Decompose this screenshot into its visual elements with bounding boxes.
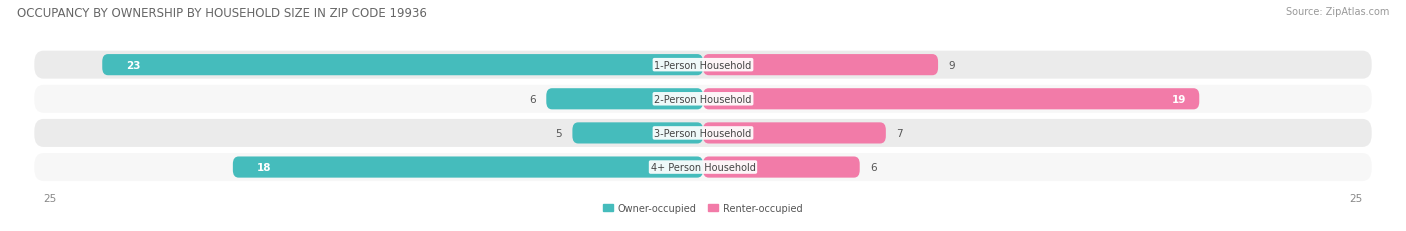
Text: 18: 18: [256, 162, 271, 172]
FancyBboxPatch shape: [34, 52, 1372, 79]
Text: 2-Person Household: 2-Person Household: [654, 94, 752, 104]
FancyBboxPatch shape: [103, 55, 703, 76]
Text: 9: 9: [949, 60, 955, 70]
Text: Source: ZipAtlas.com: Source: ZipAtlas.com: [1285, 7, 1389, 17]
Legend: Owner-occupied, Renter-occupied: Owner-occupied, Renter-occupied: [599, 199, 807, 217]
Text: 6: 6: [870, 162, 877, 172]
Text: OCCUPANCY BY OWNERSHIP BY HOUSEHOLD SIZE IN ZIP CODE 19936: OCCUPANCY BY OWNERSHIP BY HOUSEHOLD SIZE…: [17, 7, 427, 20]
FancyBboxPatch shape: [703, 89, 1199, 110]
FancyBboxPatch shape: [34, 153, 1372, 181]
FancyBboxPatch shape: [572, 123, 703, 144]
Text: 3-Person Household: 3-Person Household: [654, 128, 752, 138]
Text: 23: 23: [125, 60, 141, 70]
Text: 19: 19: [1171, 94, 1187, 104]
Text: 6: 6: [529, 94, 536, 104]
FancyBboxPatch shape: [547, 89, 703, 110]
Text: 5: 5: [555, 128, 562, 138]
FancyBboxPatch shape: [34, 85, 1372, 113]
FancyBboxPatch shape: [703, 157, 859, 178]
FancyBboxPatch shape: [703, 55, 938, 76]
Text: 4+ Person Household: 4+ Person Household: [651, 162, 755, 172]
Text: 1-Person Household: 1-Person Household: [654, 60, 752, 70]
FancyBboxPatch shape: [34, 119, 1372, 147]
Text: 7: 7: [896, 128, 903, 138]
FancyBboxPatch shape: [703, 123, 886, 144]
FancyBboxPatch shape: [233, 157, 703, 178]
